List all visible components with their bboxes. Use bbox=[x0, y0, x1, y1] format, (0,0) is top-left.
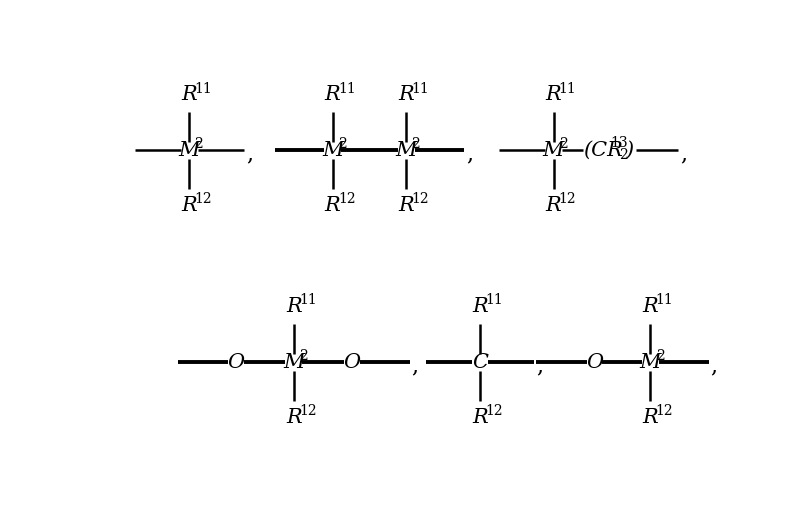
Text: ,: , bbox=[710, 355, 717, 377]
Text: M: M bbox=[179, 141, 200, 160]
Text: R: R bbox=[545, 85, 562, 105]
Text: R: R bbox=[472, 297, 488, 316]
Text: M: M bbox=[322, 141, 344, 160]
Text: R: R bbox=[324, 85, 340, 105]
Text: 13: 13 bbox=[610, 135, 628, 150]
Text: R: R bbox=[286, 408, 302, 427]
Text: M: M bbox=[284, 353, 304, 372]
Text: M: M bbox=[543, 141, 564, 160]
Text: R: R bbox=[286, 297, 302, 316]
Text: M: M bbox=[640, 353, 661, 372]
Text: R: R bbox=[642, 297, 658, 316]
Text: 11: 11 bbox=[655, 294, 674, 307]
Text: 11: 11 bbox=[485, 294, 503, 307]
Text: O: O bbox=[344, 353, 360, 372]
Text: ,: , bbox=[537, 355, 544, 377]
Text: R: R bbox=[545, 196, 562, 215]
Text: 11: 11 bbox=[195, 81, 212, 96]
Text: 12: 12 bbox=[299, 404, 316, 418]
Text: 2: 2 bbox=[195, 137, 203, 151]
Text: 2: 2 bbox=[338, 137, 347, 151]
Text: 12: 12 bbox=[559, 193, 577, 207]
Text: 2: 2 bbox=[299, 349, 308, 363]
Text: 12: 12 bbox=[412, 193, 429, 207]
Text: 2: 2 bbox=[655, 349, 664, 363]
Text: 12: 12 bbox=[485, 404, 503, 418]
Text: 12: 12 bbox=[338, 193, 356, 207]
Text: R: R bbox=[324, 196, 340, 215]
Text: ,: , bbox=[412, 355, 419, 377]
Text: C: C bbox=[472, 353, 488, 372]
Text: 12: 12 bbox=[195, 193, 212, 207]
Text: ,: , bbox=[681, 143, 688, 165]
Text: 11: 11 bbox=[559, 81, 577, 96]
Text: R: R bbox=[181, 85, 197, 105]
Text: R: R bbox=[398, 196, 414, 215]
Text: M: M bbox=[396, 141, 417, 160]
Text: 2: 2 bbox=[412, 137, 421, 151]
Text: R: R bbox=[181, 196, 197, 215]
Text: 11: 11 bbox=[338, 81, 356, 96]
Text: 12: 12 bbox=[655, 404, 673, 418]
Text: 11: 11 bbox=[412, 81, 429, 96]
Text: ,: , bbox=[466, 143, 473, 165]
Text: R: R bbox=[642, 408, 658, 427]
Text: O: O bbox=[227, 353, 244, 372]
Text: 11: 11 bbox=[299, 294, 317, 307]
Text: ,: , bbox=[246, 143, 253, 165]
Text: R: R bbox=[472, 408, 488, 427]
Text: R: R bbox=[398, 85, 414, 105]
Text: O: O bbox=[586, 353, 603, 372]
Text: 2: 2 bbox=[559, 137, 567, 151]
Text: (CR: (CR bbox=[583, 141, 623, 160]
Text: 2: 2 bbox=[619, 148, 628, 162]
Text: ): ) bbox=[626, 141, 634, 160]
